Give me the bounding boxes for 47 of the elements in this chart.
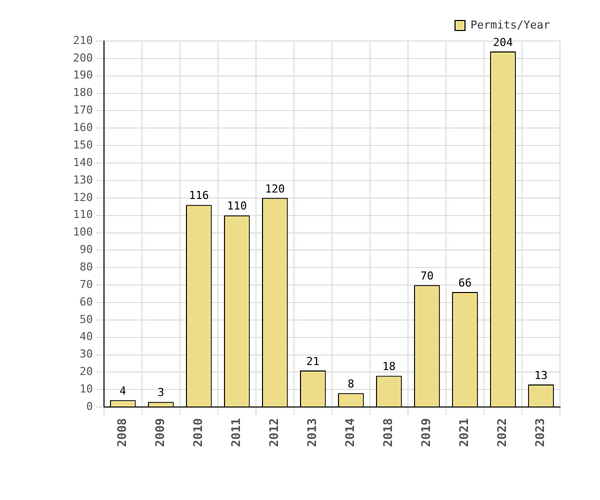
x-tick-label: 2012 [267, 418, 282, 448]
data-label: 70 [420, 269, 434, 282]
data-label: 18 [382, 360, 396, 374]
data-label: 8 [348, 378, 354, 391]
data-label: 204 [493, 36, 514, 49]
data-label: 13 [534, 368, 548, 382]
y-tick-label: 20 [80, 365, 93, 378]
x-tick-label: 2008 [115, 418, 129, 448]
legend-label: Permits/Year [470, 18, 550, 32]
data-label: 116 [188, 189, 209, 202]
y-tick-label: 180 [72, 86, 93, 100]
y-tick-label: 100 [72, 226, 93, 239]
y-tick-label: 140 [72, 156, 93, 169]
x-tick-label: 2010 [191, 418, 206, 448]
y-tick-label: 110 [72, 208, 93, 222]
data-label: 120 [264, 182, 285, 196]
y-tick-label: 70 [80, 278, 93, 291]
y-tick-label: 90 [80, 243, 93, 256]
data-label: 66 [458, 276, 472, 290]
x-tick-label: 2019 [419, 418, 434, 448]
data-label: 4 [120, 384, 127, 398]
x-tick-label: 2014 [343, 418, 358, 448]
x-tick-label: 2018 [381, 418, 396, 448]
y-tick-label: 210 [72, 34, 93, 47]
y-tick-label: 50 [80, 312, 93, 326]
y-tick-label: 170 [72, 104, 93, 117]
y-tick-label: 130 [72, 173, 93, 186]
data-label: 3 [158, 386, 164, 400]
y-tick-label: 60 [80, 295, 93, 308]
x-tick-label: 2011 [229, 418, 244, 448]
y-tick-label: 10 [80, 382, 93, 396]
x-tick-label: 2009 [153, 418, 168, 448]
x-tick-label: 2021 [457, 418, 472, 448]
y-tick-label: 150 [72, 138, 93, 152]
data-label: 21 [306, 354, 320, 368]
y-tick-label: 160 [72, 121, 93, 134]
x-tick-label: 2022 [495, 418, 510, 448]
y-tick-label: 30 [80, 348, 93, 361]
y-tick-label: 80 [80, 260, 93, 274]
y-tick-label: 200 [72, 51, 93, 64]
x-tick-label: 2013 [305, 418, 320, 448]
y-tick-label: 190 [72, 68, 93, 82]
x-tick-label: 2023 [533, 418, 548, 448]
y-tick-label: 40 [80, 330, 93, 344]
data-label: 110 [226, 200, 247, 213]
y-tick-label: 0 [86, 400, 93, 413]
y-tick-label: 120 [72, 190, 93, 204]
